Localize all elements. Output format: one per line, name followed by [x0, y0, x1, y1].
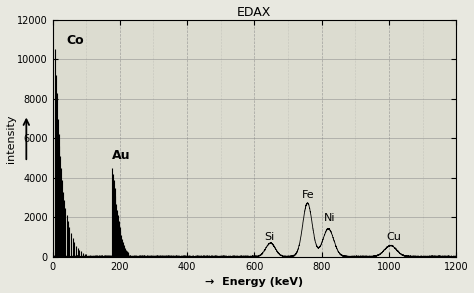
Text: Ni: Ni: [324, 213, 336, 223]
Y-axis label: intensity: intensity: [6, 114, 16, 163]
Text: Au: Au: [112, 149, 131, 162]
Text: Fe: Fe: [302, 190, 315, 200]
Text: Co: Co: [66, 34, 83, 47]
Title: EDAX: EDAX: [237, 6, 272, 18]
Text: Si: Si: [264, 232, 274, 242]
X-axis label: →  Energy (keV): → Energy (keV): [205, 277, 303, 287]
Text: Cu: Cu: [386, 232, 401, 242]
